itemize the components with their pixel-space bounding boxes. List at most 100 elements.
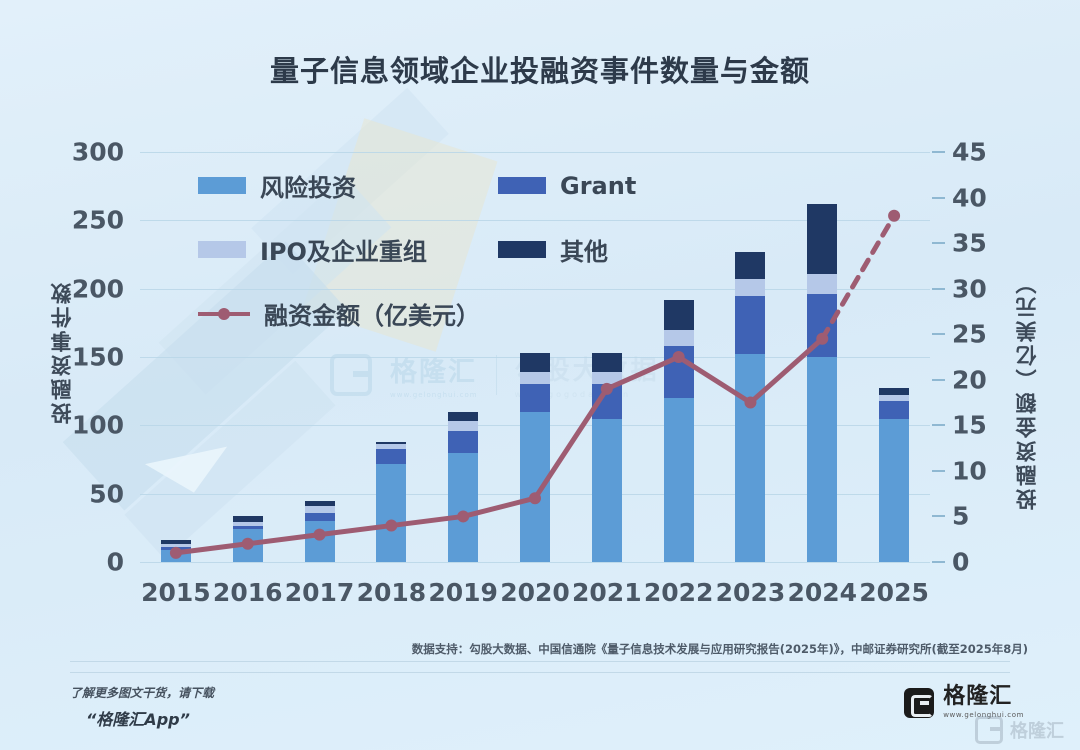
bar-segment (448, 430, 479, 453)
amount-line-marker-2016[interactable] (241, 537, 254, 550)
bar-segment (376, 448, 407, 464)
gridline (140, 220, 930, 222)
y-axis-left-tick: 0 (106, 547, 124, 577)
bar-segment (448, 411, 479, 422)
gridline (140, 562, 930, 563)
amount-line-marker-2025[interactable] (888, 209, 901, 222)
bar-2019[interactable] (448, 411, 479, 562)
bar-segment (807, 357, 838, 562)
bar-segment (735, 279, 766, 296)
y-axis-right-tick: 30 (952, 274, 987, 304)
y-axis-left-tick: 50 (89, 479, 124, 509)
y-axis-right-tickmark (932, 561, 945, 563)
legend-item-ipo[interactable]: IPO及企业重组 (198, 232, 498, 267)
bar-2020[interactable] (520, 352, 550, 562)
y-axis-right-tickmark (932, 242, 945, 245)
legend-label-amount: 融资金额（亿美元） (264, 302, 480, 330)
amount-line-marker-2021[interactable] (600, 382, 613, 395)
bar-2017[interactable] (304, 500, 335, 562)
amount-line-marker-2022[interactable] (672, 351, 685, 363)
legend-label-vc: 风险投资 (260, 174, 356, 202)
promo-line-2: “格隆汇App” (86, 710, 190, 729)
bar-segment (591, 372, 622, 385)
bar-segment (448, 452, 479, 562)
amount-line-marker-2023[interactable] (744, 396, 757, 409)
brand-logo-text: 格隆汇 (943, 684, 1013, 709)
bar-segment (520, 372, 550, 385)
bar-2021[interactable] (591, 352, 622, 562)
y-axis-right-tick: 5 (952, 501, 970, 531)
bar-segment (520, 384, 550, 412)
bar-2018[interactable] (376, 441, 407, 562)
bar-segment (807, 273, 838, 295)
bar-segment (807, 203, 838, 274)
chart-legend: 风险投资 Grant IPO及企业重组 其他 融资金额（亿美元） (198, 168, 698, 360)
brand-logo-url: www.gelonghui.com (943, 711, 1024, 719)
bar-segment (591, 418, 622, 562)
amount-line-marker-2024[interactable] (816, 332, 829, 345)
brand-logo[interactable]: 格隆汇 www.gelonghui.com (904, 686, 1024, 719)
bar-segment (304, 505, 335, 513)
y-axis-right-tickmark (932, 424, 945, 427)
y-axis-right-tick: 35 (952, 228, 987, 258)
legend-swatch-grant (498, 177, 546, 194)
page-title: 量子信息领域企业投融资事件数量与金额 (269, 54, 810, 88)
legend-row-2: IPO及企业重组 其他 (198, 232, 698, 267)
amount-line-marker-2019[interactable] (457, 510, 470, 523)
x-axis-tick-2023: 2023 (715, 578, 786, 607)
bar-segment (879, 388, 910, 396)
y-axis-right-tickmark (932, 287, 945, 290)
y-axis-right-tick: 15 (952, 410, 987, 440)
y-axis-right-tick: 20 (952, 365, 987, 395)
promo-line-1: 了解更多图文干货，请下载 (70, 686, 215, 700)
source-note: 数据支持：勾股大数据、中国信通院《量子信息技术发展与应用研究报告(2025年)》… (411, 642, 1028, 656)
y-axis-left-tick: 250 (71, 205, 124, 235)
bar-segment (304, 521, 335, 562)
amount-line-marker-2020[interactable] (529, 492, 541, 505)
bar-segment (304, 500, 335, 506)
bar-2025[interactable] (879, 388, 910, 562)
bar-segment (879, 395, 910, 401)
amount-line-series (169, 209, 901, 559)
x-axis-tick-2019: 2019 (428, 578, 498, 607)
bar-segment (376, 441, 407, 445)
bar-segment (663, 329, 694, 347)
y-axis-right-tickmark (932, 378, 945, 381)
footer-divider-bottom (70, 672, 1010, 673)
legend-item-amount[interactable]: 融资金额（亿美元） (198, 296, 498, 331)
x-axis-tick-2016: 2016 (212, 578, 283, 607)
amount-line-marker-2015[interactable] (169, 546, 182, 559)
bar-2023[interactable] (735, 251, 766, 562)
gelonghui-ghost-icon (975, 716, 1003, 744)
legend-swatch-vc (198, 177, 246, 194)
y-axis-right-tick: 45 (952, 137, 987, 167)
gridline (140, 152, 930, 153)
bar-segment (160, 544, 191, 547)
bar-segment (879, 418, 910, 562)
y-axis-right-tick: 10 (952, 456, 987, 486)
legend-item-other[interactable]: 其他 (498, 232, 608, 267)
x-axis-tick-2022: 2022 (643, 578, 714, 607)
bar-segment (663, 299, 694, 330)
bar-segment (232, 522, 263, 527)
bar-segment (232, 515, 263, 523)
footer-divider-top (70, 661, 1010, 662)
bar-2022[interactable] (663, 299, 694, 562)
x-axis-tick-2020: 2020 (500, 578, 570, 607)
x-axis-tick-2021: 2021 (572, 578, 642, 607)
y-axis-right-tick: 40 (952, 183, 987, 213)
legend-swatch-ipo (198, 241, 246, 258)
y-axis-right-tickmark (932, 515, 945, 518)
legend-line-icon-amount (198, 305, 250, 322)
bar-segment (448, 421, 479, 431)
bar-segment (591, 352, 622, 373)
amount-line-marker-2017[interactable] (313, 528, 326, 541)
bar-segment (663, 398, 694, 562)
legend-row-1: 风险投资 Grant (198, 168, 698, 203)
legend-item-grant[interactable]: Grant (498, 172, 636, 200)
legend-item-vc[interactable]: 风险投资 (198, 168, 498, 203)
bar-segment (520, 352, 550, 373)
amount-line-marker-2018[interactable] (385, 519, 398, 532)
y-axis-left-tick: 100 (71, 410, 124, 440)
